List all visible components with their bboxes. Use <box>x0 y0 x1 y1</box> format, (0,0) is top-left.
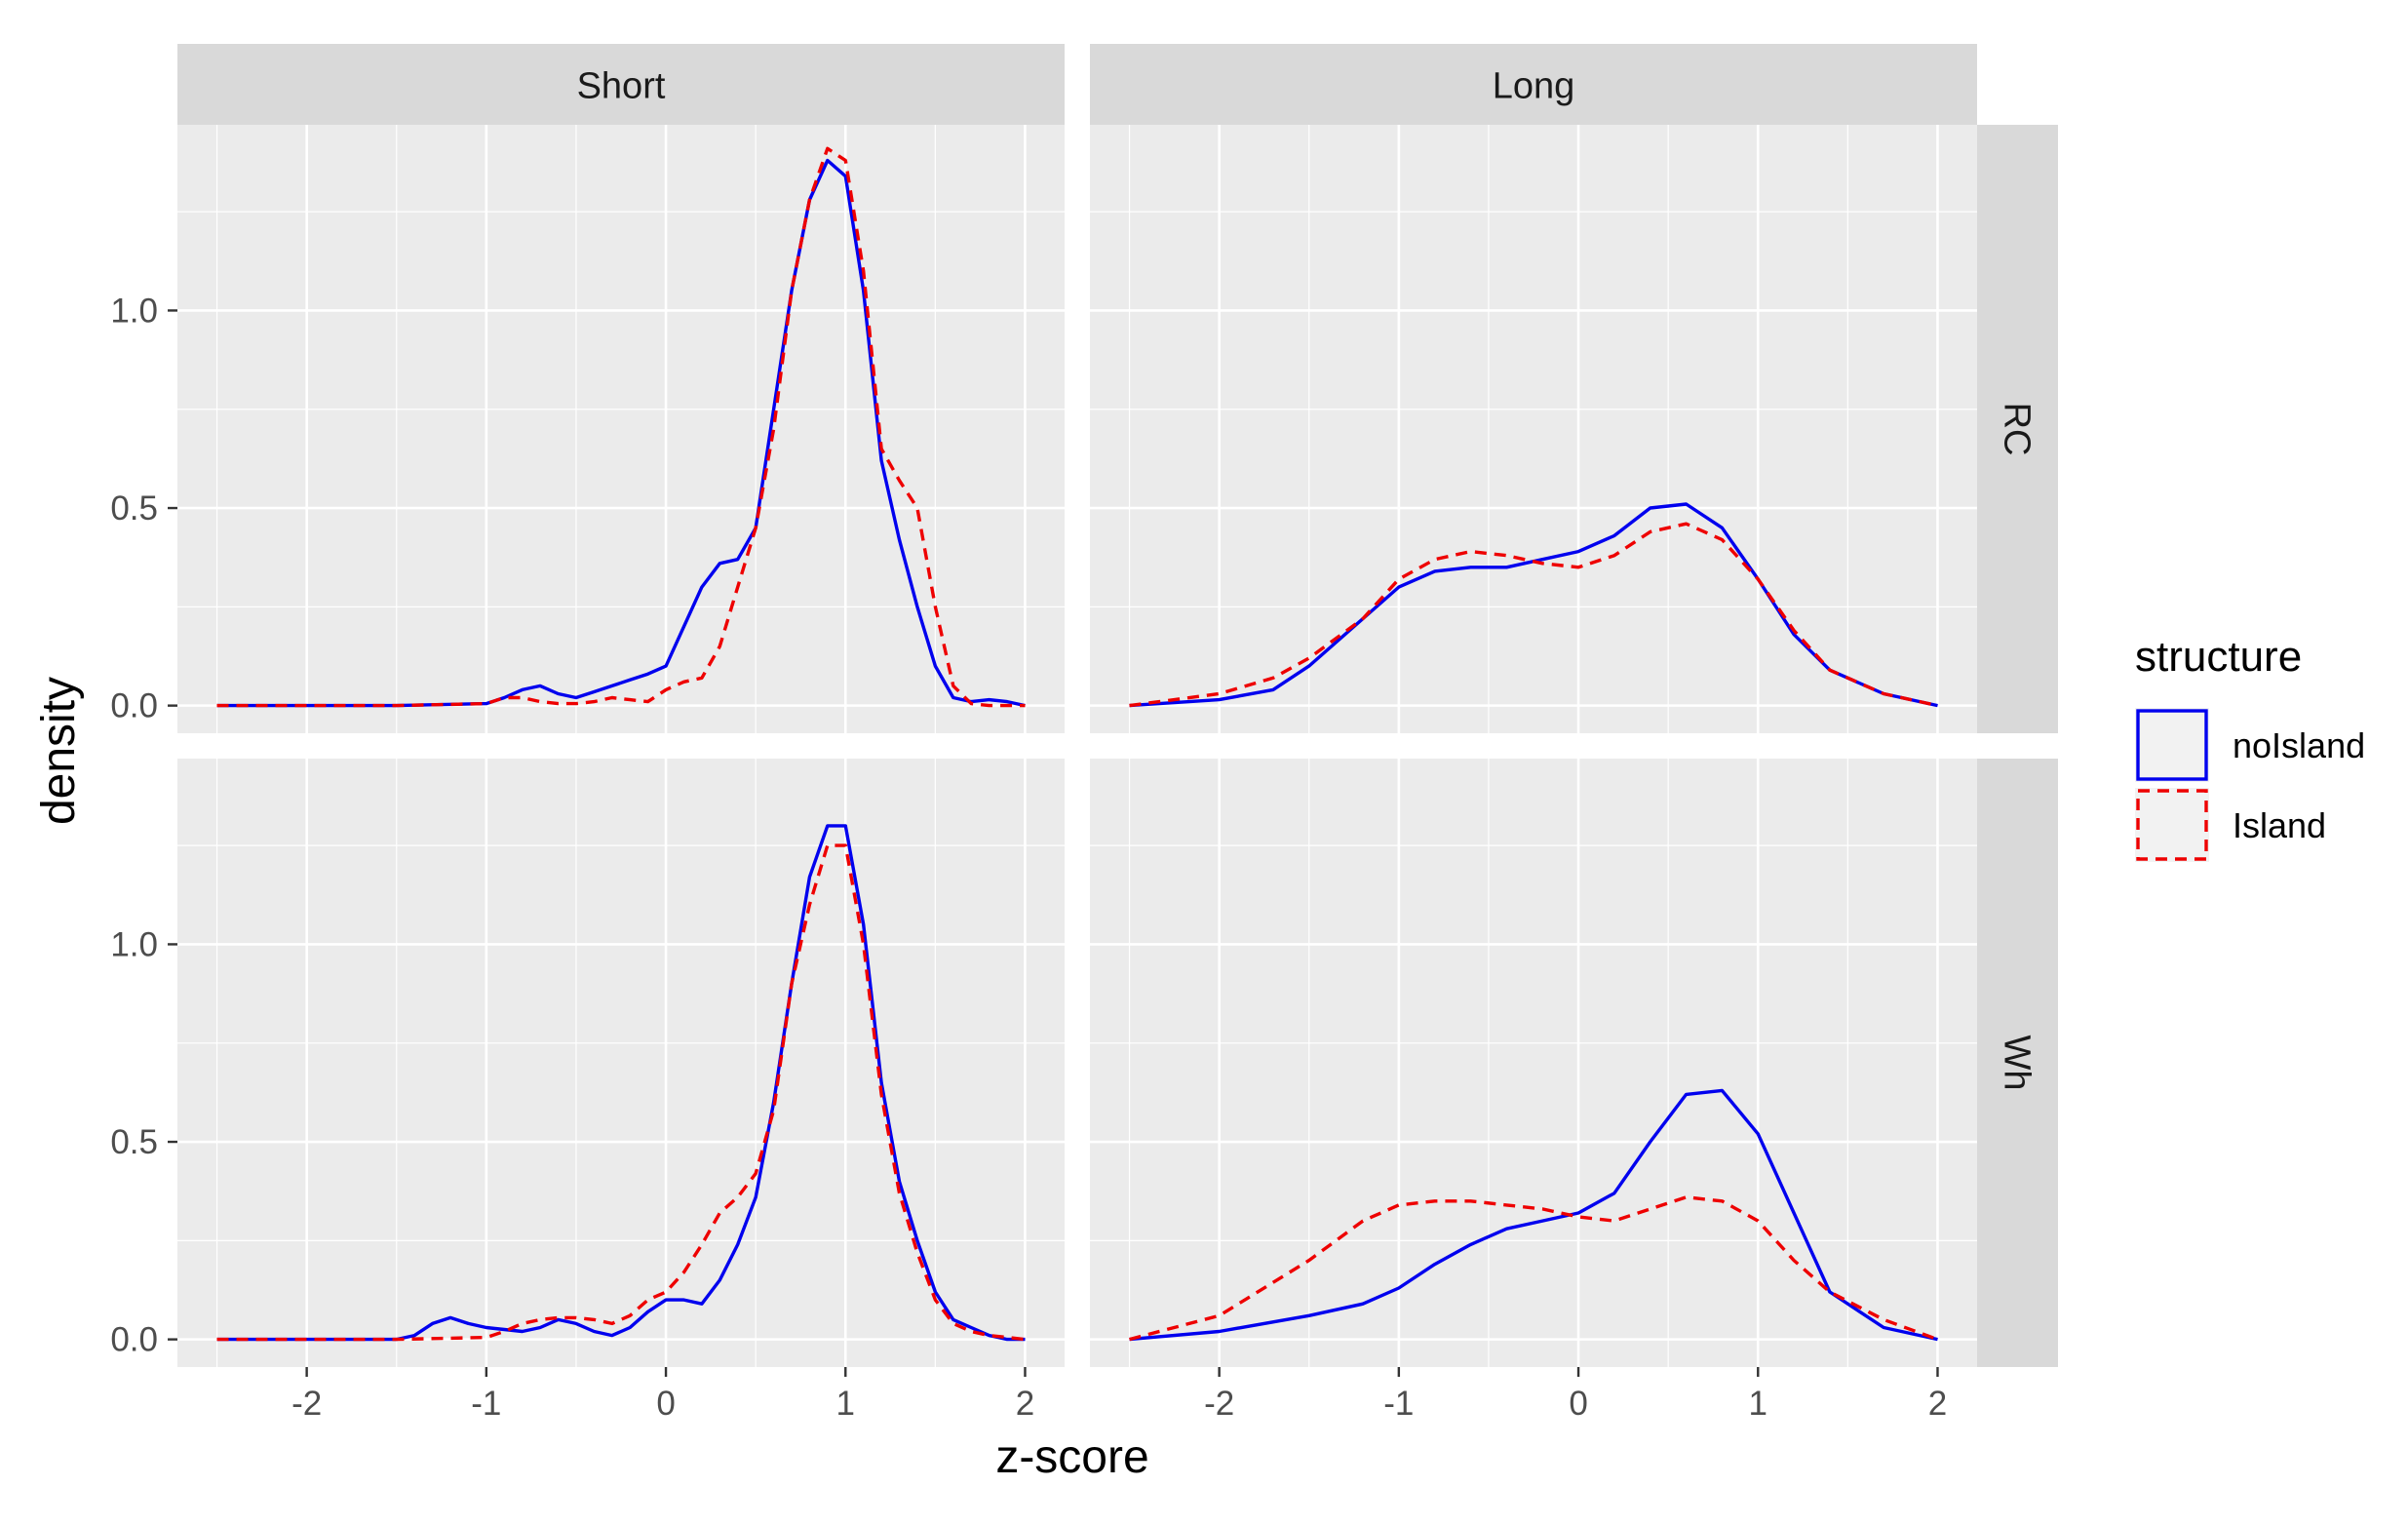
y-tick-label: 0.0 <box>110 1321 158 1359</box>
x-tick-label: 1 <box>1749 1385 1767 1423</box>
panel-long-wh <box>1090 759 1977 1367</box>
panels-layer: Short Long RC Wh -2 -1 0 1 2 -2 -1 0 1 2 0.0 0.5 1.0 0.0 0… <box>110 44 2058 1423</box>
strip-row-wh <box>1977 759 2058 1367</box>
y-axis-title: density <box>33 677 85 825</box>
legend-key-background <box>2135 708 2209 782</box>
legend-item-noisland: noIsland <box>2135 708 2365 782</box>
x-tick-label: 2 <box>1016 1385 1034 1423</box>
panel-background <box>1090 125 1977 733</box>
y-tick-label: 0.0 <box>110 687 158 725</box>
x-tick-label: 0 <box>656 1385 675 1423</box>
series-line-noisland <box>216 824 1026 1342</box>
x-tick-label: 1 <box>836 1385 855 1423</box>
panel-background <box>1090 759 1977 1367</box>
panel-long-rc <box>1090 125 1977 733</box>
x-tick-label: -2 <box>291 1385 322 1423</box>
x-tick-label: -1 <box>1383 1385 1414 1423</box>
series-line-noisland <box>1129 1088 1938 1342</box>
series-line-noisland <box>216 158 1026 708</box>
series-line-noisland <box>1129 502 1938 708</box>
panel-background <box>177 125 1065 733</box>
y-tick-label: 1.0 <box>110 925 158 963</box>
panel-short-wh <box>177 759 1065 1367</box>
strip-row-label: Wh <box>1997 1036 2038 1091</box>
legend-key-swatch <box>2136 789 2208 861</box>
x-tick-label: -2 <box>1204 1385 1234 1423</box>
legend-label: Island <box>2233 805 2326 845</box>
x-axis-title: z-score <box>995 1431 1148 1483</box>
strip-col-long <box>1090 44 1977 125</box>
series-line-island <box>1129 1195 1939 1342</box>
x-tick-label: -1 <box>471 1385 501 1423</box>
legend: structure noIsland Island <box>2135 633 2365 862</box>
strip-col-label: Short <box>577 66 666 107</box>
legend-key-background <box>2135 788 2209 862</box>
series-line-island <box>216 843 1026 1342</box>
strip-row-label: RC <box>1997 403 2038 456</box>
y-tick-label: 0.5 <box>110 1123 158 1161</box>
x-tick-label: 0 <box>1569 1385 1587 1423</box>
strip-col-short <box>177 44 1065 125</box>
legend-label: noIsland <box>2233 725 2365 765</box>
legend-item-island: Island <box>2135 788 2326 862</box>
strip-col-label: Long <box>1493 66 1575 107</box>
panel-background <box>177 759 1065 1367</box>
series-line-island <box>1129 522 1938 708</box>
y-tick-label: 1.0 <box>110 292 158 330</box>
x-tick-label: 2 <box>1928 1385 1947 1423</box>
legend-key-swatch <box>2136 709 2208 781</box>
y-tick-label: 0.5 <box>110 489 158 528</box>
series-line-island <box>216 146 1026 708</box>
strip-row-rc <box>1977 125 2058 733</box>
panel-short-rc <box>177 125 1065 733</box>
legend-title: structure <box>2135 633 2302 681</box>
